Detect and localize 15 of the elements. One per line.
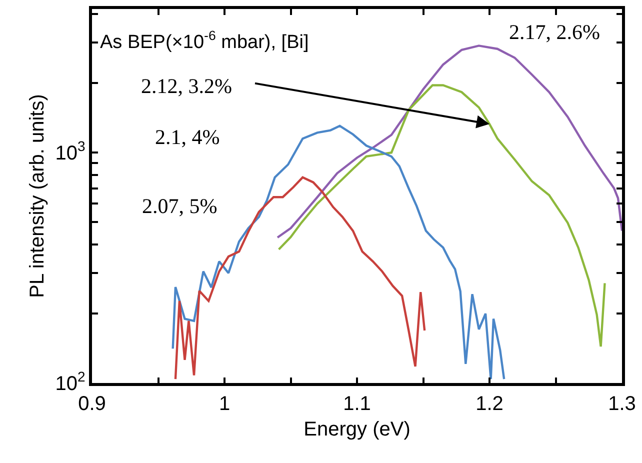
x-tick-label: 1.1 bbox=[343, 392, 371, 415]
legend-title: As BEP(×10$^{-6}$ mbar), [Bi] bbox=[100, 28, 309, 53]
series-label: 2.17, 2.6% bbox=[509, 20, 600, 44]
line-series bbox=[278, 84, 606, 348]
x-tick-label: 1 bbox=[218, 392, 230, 415]
x-tick-label: 1.2 bbox=[476, 392, 504, 415]
y-tick-label: 10$^{2}$ bbox=[55, 368, 86, 395]
x-axis-title: Energy (eV) bbox=[304, 418, 410, 440]
y-axis-title: PL intensity (arb. units) bbox=[26, 94, 49, 298]
x-tick-label: 1.3 bbox=[608, 392, 636, 415]
text: 2.12, 3.2% bbox=[141, 74, 232, 98]
text: 2.1, 4% bbox=[155, 125, 220, 149]
y-tick-label: 10$^{3}$ bbox=[55, 138, 86, 165]
x-tick-label: 0.9 bbox=[78, 392, 106, 415]
series-label: 2.07, 5% bbox=[142, 194, 218, 218]
